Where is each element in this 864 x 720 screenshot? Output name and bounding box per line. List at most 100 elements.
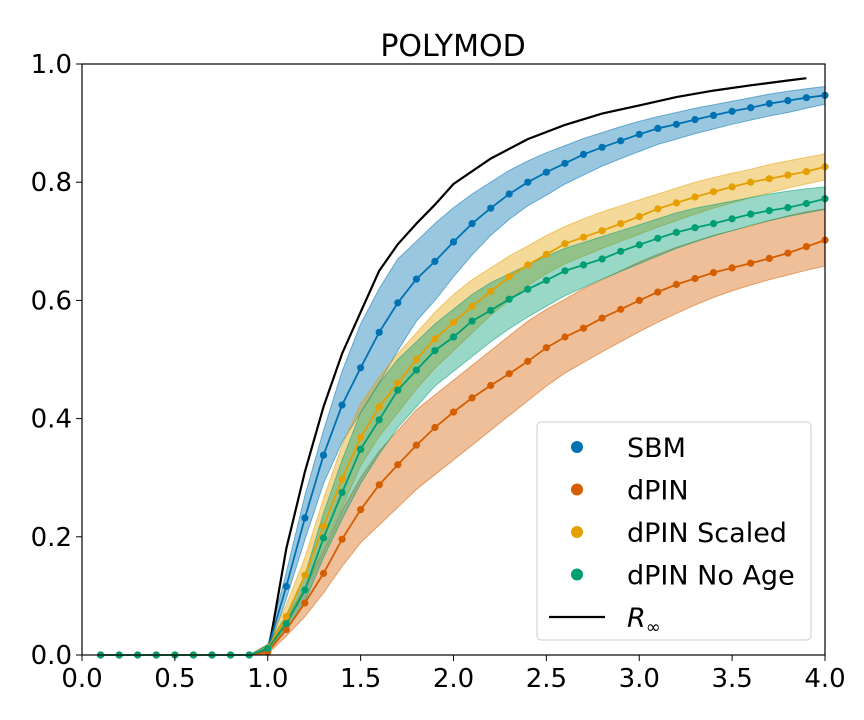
y-tick-label: 0.0: [31, 641, 72, 671]
dpin-point: [765, 254, 773, 262]
sbm-point: [617, 137, 625, 145]
dpin-scaled-point: [319, 522, 328, 530]
dpin-scaled-point: [338, 475, 346, 483]
dpin-point: [357, 506, 365, 514]
x-tick-label: 3.5: [711, 664, 752, 694]
legend-label: SBM: [627, 433, 686, 464]
dpin-point: [747, 259, 755, 267]
dpin-no-age-point: [561, 267, 569, 275]
dpin-no-age-point: [338, 488, 346, 497]
legend: SBM dPIN dPIN Scaled dPIN No Age R∞: [536, 421, 812, 641]
dpin-point: [394, 461, 402, 469]
legend-marker: [571, 483, 583, 496]
dpin-point: [728, 264, 736, 272]
dpin-point: [709, 269, 718, 277]
sbm-point: [468, 220, 476, 228]
dpin-scaled-point: [765, 175, 773, 183]
dpin-no-age-point: [802, 199, 811, 208]
dpin-point: [784, 249, 792, 257]
sbm-point: [691, 116, 699, 124]
sbm-point: [561, 159, 569, 167]
dpin-point: [301, 599, 309, 607]
dpin-no-age-point: [524, 285, 532, 293]
dpin-point: [579, 324, 588, 332]
dpin-no-age-point: [691, 224, 699, 232]
dpin-no-age-point: [412, 366, 420, 374]
x-tick-label: 0.5: [154, 664, 195, 694]
dpin-no-age-point: [747, 210, 755, 218]
y-tick-label: 0.4: [31, 405, 72, 435]
y-tick-label: 0.6: [31, 286, 72, 316]
dpin-scaled-point: [802, 168, 811, 176]
dpin-point: [338, 535, 346, 543]
dpin-point: [319, 569, 328, 578]
x-tick-label: 4.0: [804, 664, 845, 694]
dpin-scaled-point: [394, 379, 402, 387]
dpin-scaled-point: [579, 233, 588, 241]
dpin-no-age-point: [709, 220, 718, 228]
x-tick-label: 3.0: [619, 664, 660, 694]
dpin-no-age-point: [431, 347, 439, 355]
sbm-point: [449, 238, 458, 246]
dpin-point: [412, 441, 420, 449]
y-tick-label: 0.8: [31, 168, 72, 198]
sbm-point: [579, 150, 588, 158]
dpin-scaled-point: [784, 171, 792, 179]
sbm-point: [338, 401, 346, 409]
dpin-point: [617, 305, 625, 313]
dpin-point: [654, 288, 662, 296]
sbm-point: [672, 120, 681, 128]
legend-marker: [571, 526, 583, 538]
dpin-point: [691, 274, 699, 283]
dpin-no-age-point: [357, 445, 365, 453]
sbm-point: [802, 94, 811, 102]
x-tick-label: 0.0: [61, 664, 102, 694]
dpin-no-age-point: [672, 228, 681, 236]
y-axis-ticks: 0.0 0.2 0.4 0.6 0.8 1.0: [31, 50, 82, 671]
legend-label: dPIN Scaled: [627, 518, 787, 549]
dpin-no-age-point: [784, 204, 792, 212]
dpin-scaled-point: [524, 261, 532, 269]
dpin-no-age-point: [728, 215, 736, 223]
dpin-no-age-point: [617, 247, 625, 255]
legend-label: dPIN: [627, 476, 689, 507]
sbm-point: [394, 299, 402, 307]
x-tick-label: 1.5: [340, 664, 381, 694]
dpin-scaled-point: [449, 318, 458, 326]
sbm-point: [598, 143, 606, 151]
dpin-scaled-point: [431, 335, 439, 343]
sbm-point: [709, 111, 718, 119]
dpin-no-age-point: [765, 207, 773, 215]
y-tick-label: 1.0: [31, 50, 72, 80]
dpin-scaled-point: [301, 571, 309, 579]
x-tick-label: 1.0: [247, 664, 288, 694]
sbm-point: [635, 130, 643, 138]
sbm-point: [487, 204, 495, 212]
r-infinity-line: [266, 77, 807, 656]
dpin-scaled-point: [505, 273, 513, 281]
sbm-point: [747, 104, 755, 112]
chart-title: POLYMOD: [380, 29, 525, 64]
dpin-point: [524, 357, 532, 365]
dpin-no-age-point: [282, 620, 290, 628]
legend-marker: [571, 568, 583, 581]
sbm-point: [375, 328, 383, 336]
dpin-point: [282, 626, 290, 634]
series-points: [97, 91, 829, 659]
dpin-scaled-point: [709, 188, 718, 196]
sbm-point: [654, 124, 662, 132]
dpin-scaled-point: [487, 287, 495, 296]
reference-curve: [266, 77, 807, 656]
dpin-point: [375, 481, 383, 489]
dpin-point: [598, 314, 606, 322]
sbm-point: [412, 275, 420, 283]
dpin-no-age-point: [449, 333, 458, 341]
dpin-no-age-point: [635, 241, 643, 249]
dpin-no-age-point: [505, 295, 513, 303]
dpin-scaled-point: [654, 205, 662, 213]
dpin-point: [635, 296, 643, 304]
dpin-scaled-point: [542, 250, 551, 258]
dpin-scaled-point: [412, 355, 420, 364]
dpin-no-age-point: [394, 386, 402, 394]
